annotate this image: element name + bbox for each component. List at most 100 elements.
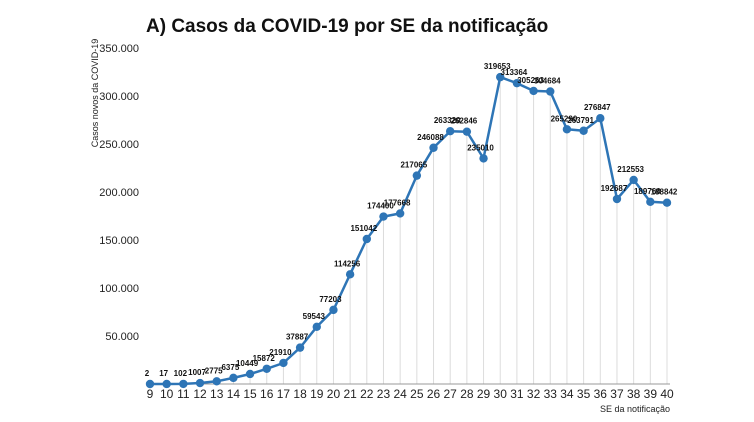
data-label: 10449: [236, 359, 259, 368]
data-label: 313364: [501, 68, 528, 77]
data-label: 77203: [319, 295, 342, 304]
data-label: 212553: [617, 165, 644, 174]
x-tick-label: 37: [610, 387, 624, 401]
data-label: 246088: [417, 133, 444, 142]
data-label: 217065: [400, 161, 427, 170]
data-point: [329, 305, 338, 315]
data-point: [512, 78, 522, 88]
y-axis-ticks: 50.000 100.000 150.000 200.000 250.000 300.00…: [99, 43, 139, 343]
data-label: 1007: [188, 368, 206, 377]
x-tick-label: 29: [477, 387, 491, 401]
data-label: 174400: [367, 202, 394, 211]
data-label: 305263: [517, 76, 544, 85]
data-point: [445, 127, 455, 136]
x-tick-label: 16: [260, 387, 274, 401]
data-point: [629, 175, 638, 185]
data-point: [479, 154, 488, 163]
data-point: [345, 270, 355, 279]
y-axis-label: Casos novos da COVID-19: [90, 39, 100, 148]
data-point: [212, 377, 221, 386]
data-point: [579, 126, 588, 135]
data-label: 37887: [286, 333, 309, 342]
data-point: [546, 87, 555, 96]
x-tick-label: 22: [360, 387, 374, 401]
data-point: [312, 322, 321, 332]
x-tick-label: 32: [527, 387, 541, 401]
x-tick-label: 19: [310, 387, 324, 401]
y-tick-label: 250.000: [99, 139, 139, 151]
x-tick-label: 39: [644, 387, 658, 401]
x-tick-label: 35: [577, 387, 591, 401]
x-tick-label: 38: [627, 387, 641, 401]
y-tick-label: 50.000: [105, 331, 139, 343]
y-tick-label: 300.000: [99, 91, 139, 103]
x-tick-label: 20: [327, 387, 341, 401]
data-label: 102: [174, 369, 188, 378]
data-point: [229, 373, 238, 383]
data-point: [429, 143, 438, 152]
data-label: 192687: [601, 184, 628, 193]
data-label: 151042: [350, 224, 377, 233]
data-label: 59543: [303, 312, 326, 321]
data-point: [596, 114, 605, 123]
data-point: [379, 212, 388, 221]
y-tick-label: 350.000: [99, 43, 139, 55]
x-tick-label: 26: [427, 387, 441, 401]
x-tick-label: 33: [544, 387, 558, 401]
series-layer: [145, 72, 672, 389]
x-tick-label: 40: [660, 387, 674, 401]
data-label: 17: [159, 369, 168, 378]
data-label: 262846: [451, 117, 478, 126]
x-tick-label: 31: [510, 387, 524, 401]
data-point: [362, 234, 372, 244]
data-label: 177668: [384, 198, 411, 207]
x-axis-label: SE da notificação: [600, 404, 670, 414]
data-label: 2: [145, 369, 150, 378]
data-point: [395, 209, 405, 218]
data-label: 304684: [534, 77, 561, 86]
data-point: [179, 379, 188, 389]
data-point: [195, 378, 205, 388]
data-point: [462, 127, 472, 136]
x-tick-label: 15: [243, 387, 257, 401]
data-label: 263320: [434, 116, 461, 125]
data-point: [412, 171, 422, 180]
x-tick-label: 11: [177, 387, 190, 401]
x-tick-label: 10: [160, 387, 174, 401]
x-tick-label: 25: [410, 387, 424, 401]
data-label: 319653: [484, 62, 511, 71]
x-tick-label: 34: [560, 387, 574, 401]
data-label: 6375: [221, 363, 239, 372]
chart-title: A) Casos da COVID-19 por SE da notificaç…: [146, 16, 548, 37]
data-label: 263791: [567, 116, 594, 125]
data-label: 114256: [334, 259, 361, 268]
x-tick-label: 12: [193, 387, 207, 401]
data-label: 15872: [253, 354, 276, 363]
x-tick-label: 18: [293, 387, 307, 401]
x-tick-label: 14: [227, 387, 241, 401]
x-tick-label: 13: [210, 387, 224, 401]
x-tick-label: 30: [494, 387, 508, 401]
data-point: [295, 343, 305, 352]
data-point: [662, 198, 672, 207]
y-tick-label: 100.000: [99, 283, 139, 295]
x-tick-label: 27: [444, 387, 458, 401]
data-label: 276847: [584, 103, 611, 112]
data-label: 189760: [634, 187, 661, 196]
x-tick-label: 24: [393, 387, 407, 401]
x-tick-label: 21: [343, 387, 357, 401]
data-point: [162, 379, 171, 389]
data-point: [262, 364, 271, 373]
x-tick-label: 9: [147, 387, 154, 401]
y-tick-label: 200.000: [99, 187, 139, 199]
data-point: [562, 125, 572, 134]
data-label: 235010: [467, 143, 494, 152]
x-tick-label: 17: [277, 387, 291, 401]
data-point: [496, 72, 505, 82]
data-label: 21910: [269, 348, 292, 357]
data-point: [245, 369, 255, 379]
data-point: [145, 379, 155, 389]
data-label: 265290: [551, 114, 578, 123]
